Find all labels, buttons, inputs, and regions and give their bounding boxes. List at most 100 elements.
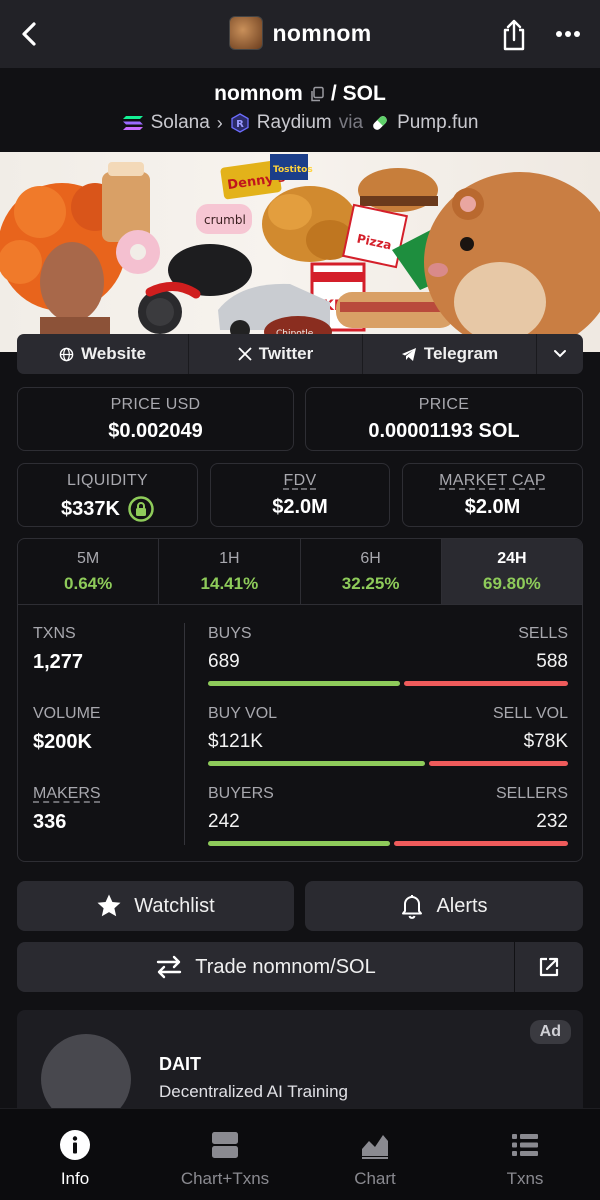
ad-title: DAIT [159,1054,201,1074]
website-link[interactable]: Website [17,334,189,374]
buyers-label: BUYERS [208,785,274,802]
solana-icon [122,116,143,130]
chevron-right-icon: › [216,112,223,133]
makers-value: 336 [33,811,67,833]
buy-sell-volume-metric: BUY VOL SELL VOL $121K $78K [208,705,568,766]
buyers-sellers-bar [208,841,568,846]
tab-6h[interactable]: 6H 32.25% [301,539,442,604]
fdv-value: $2.0M [272,496,328,518]
star-icon [97,894,121,917]
watchlist-label: Watchlist [134,894,215,917]
pair-separator: / [330,82,337,105]
globe-icon [59,347,74,361]
buyers-value: 242 [208,811,240,832]
telegram-icon [401,347,416,361]
external-link-icon [539,957,559,977]
txns-metric: TXNS 1,277 [33,625,83,674]
tab-chart[interactable]: Chart [300,1109,450,1200]
trade-button[interactable]: Trade nomnom/SOL [17,942,514,992]
banner-collage: Denny's Tostitos crumbl KFC Pizza Chipot… [0,154,600,352]
buys-value: 689 [208,651,240,672]
fdv-label: FDV [283,472,317,489]
pair-base: nomnom [214,82,303,105]
activity-panel: 5M 0.64% 1H 14.41% 6H 32.25% 24H 69.80% … [17,538,583,862]
twitter-link[interactable]: Twitter [189,334,363,374]
tab-label: Chart [354,1169,396,1188]
sell-vol-bar-segment [429,761,568,766]
token-header: nomnom [0,16,600,50]
buys-sells-metric: BUYS SELLS 689 588 [208,625,568,686]
bottom-tab-bar: Info Chart+Txns Chart Txns [0,1108,600,1200]
buy-vol-bar-segment [208,761,425,766]
open-external-button[interactable] [515,942,583,992]
tab-info[interactable]: Info [0,1109,150,1200]
alerts-label: Alerts [436,894,488,917]
pill-icon [373,116,387,130]
buys-label: BUYS [208,625,252,642]
tab-5m[interactable]: 5M 0.64% [18,539,160,604]
raydium-icon: R [231,113,249,133]
swap-icon [157,955,182,979]
tab-txns[interactable]: Txns [450,1109,600,1200]
tab-chart-txns[interactable]: Chart+Txns [150,1109,300,1200]
sells-value: 588 [536,651,568,672]
price-usd-value: $0.002049 [108,420,203,442]
sell-vol-label: SELL VOL [492,705,568,722]
liquidity-label: LIQUIDITY [67,472,148,489]
dex-name[interactable]: Raydium [256,112,332,133]
tab-label: Info [60,1169,90,1188]
launchpad-name[interactable]: Pump.fun [397,112,479,133]
buys-sells-bar [208,681,568,686]
telegram-label: Telegram [423,344,499,363]
buy-vol-label: BUY VOL [208,705,278,722]
sell-vol-value: $78K [523,731,568,752]
ad-card[interactable]: Ad DAIT Decentralized AI Training [17,1010,583,1120]
token-banner: Denny's Tostitos crumbl KFC Pizza Chipot… [0,152,600,352]
more-icon[interactable] [552,20,584,48]
social-links-bar: Website Twitter Telegram [17,334,583,374]
more-links-button[interactable] [537,334,583,374]
buys-bar-segment [208,681,400,686]
tab-1h[interactable]: 1H 14.41% [159,539,301,604]
price-sol-value: 0.00001193 SOL [368,420,520,442]
chevron-down-icon [554,350,566,358]
tab-label: Chart+Txns [180,1169,270,1188]
chain-name[interactable]: Solana [150,112,210,133]
banner-brand-2: Tostitos [273,165,313,175]
market-cap-box[interactable]: MARKET CAP $2.0M [402,463,583,527]
tab-24h[interactable]: 24H 69.80% [441,539,582,604]
volume-value: $200K [33,731,92,753]
list-icon [512,1134,538,1156]
timeframe-change: 14.41% [200,574,259,593]
split-icon [212,1132,238,1158]
volume-label: VOLUME [33,705,101,722]
fdv-box[interactable]: FDV $2.0M [210,463,390,527]
website-label: Website [81,344,146,363]
x-logo-icon [238,347,252,361]
ad-avatar [41,1034,131,1120]
top-bar: nomnom [0,0,600,68]
timeframe-change: 0.64% [64,574,113,593]
face-shape [40,242,104,322]
volume-metric: VOLUME $200K [33,705,101,754]
back-icon[interactable] [14,18,46,50]
share-icon[interactable] [498,18,530,52]
watchlist-button[interactable]: Watchlist [17,881,294,931]
makers-metric: MAKERS 336 [33,785,101,834]
timeframe-tabs: 5M 0.64% 1H 14.41% 6H 32.25% 24H 69.80% [18,539,582,605]
timeframe-change: 32.25% [341,574,400,593]
metrics-divider [184,623,185,845]
pair-header: nomnom / SOL Solana › R Raydium via Pump… [0,68,600,152]
buy-sell-volume-bar [208,761,568,766]
telegram-link[interactable]: Telegram [363,334,537,374]
alerts-button[interactable]: Alerts [305,881,583,931]
makers-label: MAKERS [33,785,101,802]
txns-value: 1,277 [33,651,84,673]
copy-icon[interactable] [309,86,325,102]
market-cap-label: MARKET CAP [439,472,546,489]
lock-icon[interactable] [128,496,154,522]
ad-subtitle: Decentralized AI Training [159,1082,348,1101]
price-usd-box: PRICE USD $0.002049 [17,387,294,451]
sellers-value: 232 [536,811,568,832]
tab-label: Txns [506,1169,544,1188]
